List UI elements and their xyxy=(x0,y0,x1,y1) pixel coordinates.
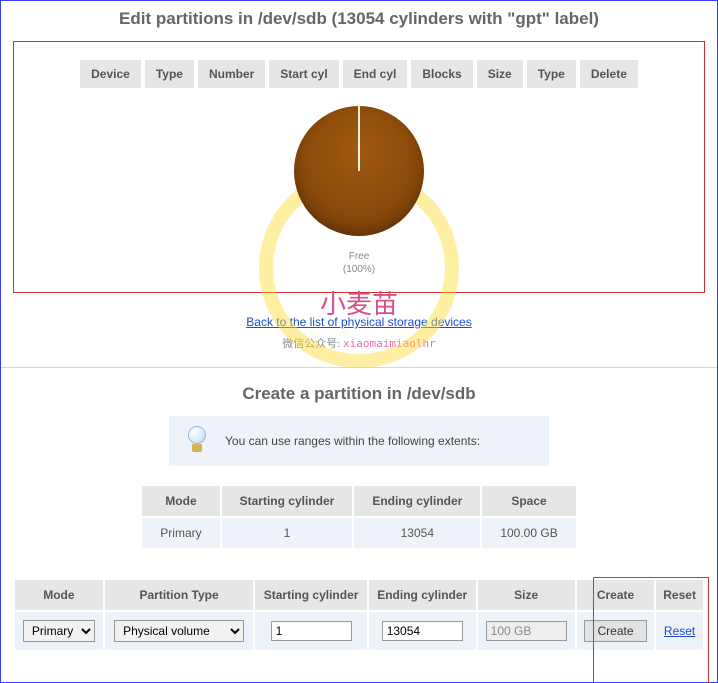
partition-col-header: Type xyxy=(527,60,576,88)
extents-col-header: Mode xyxy=(142,486,219,516)
form-col-header: Reset xyxy=(656,580,703,610)
free-space-pie xyxy=(294,106,424,236)
form-col-header: Ending cylinder xyxy=(369,580,476,610)
partition-col-header: Number xyxy=(198,60,265,88)
wechat-line: 微信公众号: xiaomaimiaolhr xyxy=(13,335,705,351)
ext-space: 100.00 GB xyxy=(482,518,575,548)
form-col-header: Partition Type xyxy=(105,580,253,610)
form-col-header: Starting cylinder xyxy=(255,580,367,610)
extents-col-header: Starting cylinder xyxy=(222,486,353,516)
pie-label: Free (100%) xyxy=(343,250,375,276)
form-col-header: Size xyxy=(478,580,575,610)
info-text: You can use ranges within the following … xyxy=(225,434,480,448)
ext-mode: Primary xyxy=(142,518,219,548)
size-input xyxy=(486,621,567,641)
ext-end: 13054 xyxy=(354,518,480,548)
pie-label-pct: (100%) xyxy=(343,264,375,275)
partition-col-header: Start cyl xyxy=(269,60,338,88)
extents-col-header: Space xyxy=(482,486,575,516)
partition-col-header: End cyl xyxy=(343,60,408,88)
wechat-value: xiaomaimiaolhr xyxy=(343,337,436,350)
partition-col-header: Delete xyxy=(580,60,638,88)
extents-table: ModeStarting cylinderEnding cylinderSpac… xyxy=(140,484,577,550)
partition-col-header: Device xyxy=(80,60,141,88)
lightbulb-icon xyxy=(185,426,209,456)
back-link[interactable]: Back to the list of physical storage dev… xyxy=(246,315,471,329)
end-cyl-input[interactable] xyxy=(382,621,463,641)
partition-col-header: Size xyxy=(477,60,523,88)
extents-col-header: Ending cylinder xyxy=(354,486,480,516)
create-form-table: ModePartition TypeStarting cylinderEndin… xyxy=(13,578,705,652)
section-divider xyxy=(1,367,717,368)
wechat-label: 微信公众号: xyxy=(282,338,343,350)
partition-table-header-row: DeviceTypeNumberStart cylEnd cylBlocksSi… xyxy=(24,60,694,88)
ext-start: 1 xyxy=(222,518,353,548)
edit-partitions-title: Edit partitions in /dev/sdb (13054 cylin… xyxy=(13,9,705,29)
reset-link[interactable]: Reset xyxy=(664,624,695,638)
create-partition-title: Create a partition in /dev/sdb xyxy=(13,384,705,404)
partitions-panel: DeviceTypeNumberStart cylEnd cylBlocksSi… xyxy=(13,41,705,293)
pie-label-name: Free xyxy=(349,251,370,262)
partition-type-select[interactable]: Physical volume xyxy=(114,620,244,642)
create-button[interactable]: Create xyxy=(584,620,646,642)
mode-select[interactable]: Primary xyxy=(23,620,95,642)
form-col-header: Mode xyxy=(15,580,103,610)
form-col-header: Create xyxy=(577,580,654,610)
partition-col-header: Blocks xyxy=(411,60,472,88)
partition-col-header: Type xyxy=(145,60,194,88)
start-cyl-input[interactable] xyxy=(271,621,352,641)
info-box: You can use ranges within the following … xyxy=(169,416,549,466)
